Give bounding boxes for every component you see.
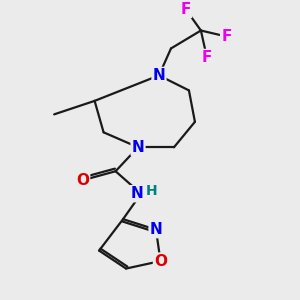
Text: N: N bbox=[132, 140, 144, 155]
Text: F: F bbox=[202, 50, 212, 65]
Text: F: F bbox=[181, 2, 191, 17]
Text: F: F bbox=[221, 29, 232, 44]
Text: O: O bbox=[154, 254, 167, 268]
Text: N: N bbox=[130, 186, 143, 201]
Text: N: N bbox=[153, 68, 165, 83]
Text: O: O bbox=[76, 173, 89, 188]
Text: H: H bbox=[146, 184, 157, 198]
Text: N: N bbox=[150, 222, 162, 237]
